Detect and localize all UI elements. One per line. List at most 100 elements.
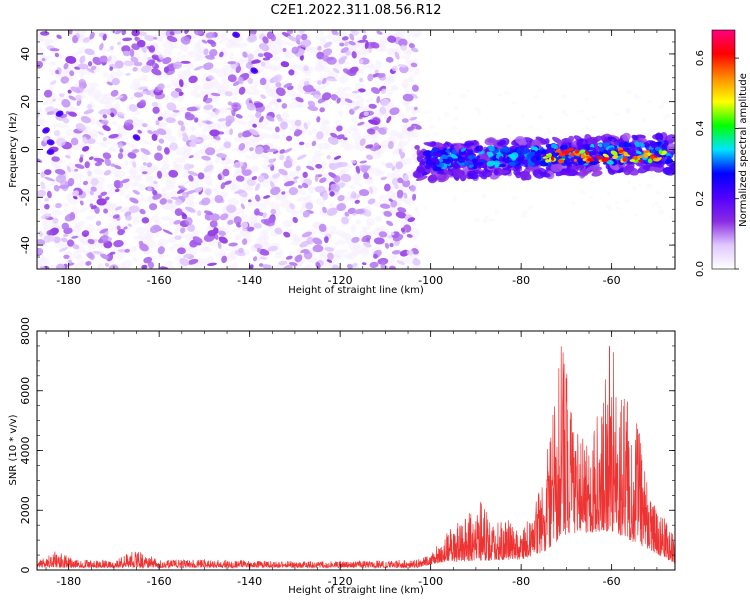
heatmap-cell — [256, 247, 261, 253]
heatmap-cell — [376, 72, 386, 78]
heatmap-cell — [117, 263, 124, 269]
heatmap-cell — [170, 190, 178, 197]
heatmap-cell — [221, 32, 228, 37]
heatmap-cell — [613, 112, 620, 116]
heatmap-cell — [409, 116, 418, 121]
heatmap-cell — [266, 148, 278, 152]
heatmap-cell — [40, 31, 50, 36]
heatmap-cell — [142, 198, 147, 203]
heatmap-cell — [41, 57, 46, 62]
heatmap-cell — [122, 50, 131, 57]
heatmap-cell — [228, 242, 238, 247]
heatmap-cell — [149, 240, 157, 248]
heatmap-cell — [167, 236, 177, 244]
heatmap-cell — [167, 199, 173, 204]
heatmap-cell — [62, 117, 70, 124]
heatmap-cell — [65, 128, 75, 136]
heatmap-cell — [538, 114, 544, 120]
heatmap-cell — [203, 94, 208, 102]
heatmap-cell — [334, 64, 343, 69]
heatmap-cell — [327, 78, 338, 82]
heatmap-cell — [397, 112, 405, 119]
heatmap-cell — [247, 226, 255, 232]
heatmap-cell — [380, 98, 390, 107]
heatmap-cell — [330, 132, 338, 138]
heatmap-cell — [106, 48, 114, 54]
heatmap-cell — [337, 109, 343, 118]
heatmap-cell — [302, 210, 310, 218]
heatmap-cell — [311, 128, 317, 134]
heatmap-cell — [147, 261, 155, 269]
heatmap-cell — [143, 256, 153, 264]
heatmap-cell — [74, 225, 81, 233]
heatmap-cell — [48, 85, 54, 92]
heatmap-cell — [122, 37, 133, 42]
heatmap-cell — [389, 107, 400, 116]
heatmap-cell — [109, 218, 118, 223]
heatmap-cell — [168, 246, 175, 252]
heatmap-cell — [287, 35, 297, 42]
heatmap-cell — [142, 162, 147, 166]
heatmap-cell — [237, 42, 248, 48]
heatmap-cell — [316, 80, 322, 85]
heatmap-cell — [156, 128, 167, 136]
heatmap-cell — [385, 56, 394, 63]
heatmap-cell — [175, 198, 183, 206]
heatmap-cell — [99, 235, 110, 244]
heatmap-cell — [179, 43, 189, 52]
heatmap-cell — [207, 262, 217, 267]
y-tick-label: 20 — [19, 95, 32, 109]
heatmap-cell — [68, 95, 77, 101]
heatmap-cell — [428, 124, 434, 129]
heatmap-cell — [39, 254, 45, 262]
heatmap-cell — [357, 39, 368, 43]
heatmap-cell — [63, 233, 69, 238]
heatmap-cell — [407, 217, 416, 223]
heatmap-cell — [214, 252, 226, 257]
heatmap-cell — [232, 96, 237, 101]
heatmap-cell — [235, 175, 245, 182]
heatmap-cell — [131, 148, 140, 154]
heatmap-cell — [162, 229, 173, 235]
heatmap-cell — [533, 94, 540, 99]
heatmap-cell — [244, 89, 254, 96]
heatmap-cell — [423, 206, 427, 210]
heatmap-cell — [177, 247, 186, 255]
colorbar-tick-label: 0.0 — [695, 261, 706, 277]
heatmap-cell — [506, 124, 513, 129]
heatmap-cell — [493, 169, 499, 176]
heatmap-cell — [72, 190, 80, 197]
heatmap-cell — [173, 219, 181, 225]
heatmap-cell — [48, 150, 53, 154]
heatmap-cell — [209, 220, 218, 228]
heatmap-cell — [141, 171, 148, 175]
heatmap-cell — [164, 95, 170, 101]
heatmap-cell — [274, 252, 284, 259]
heatmap-cell — [359, 77, 364, 83]
heatmap-cell — [415, 175, 428, 181]
heatmap-cell — [37, 158, 43, 163]
heatmap-cell — [293, 129, 303, 137]
heatmap-cell — [218, 236, 228, 244]
heatmap-cell — [615, 206, 623, 210]
heatmap-cell — [655, 190, 662, 196]
heatmap-cell — [651, 204, 655, 208]
heatmap-cell — [96, 198, 107, 206]
heatmap-cell — [260, 61, 266, 67]
heatmap-cell — [188, 75, 198, 84]
heatmap-cell — [349, 33, 355, 41]
heatmap-cell — [365, 97, 373, 103]
heatmap-cell — [571, 201, 576, 206]
heatmap-cell — [179, 106, 187, 112]
heatmap-cell — [81, 145, 90, 152]
heatmap-cell — [399, 132, 408, 139]
heatmap-cell — [224, 91, 233, 97]
heatmap-cell — [130, 245, 137, 253]
heatmap-cell — [396, 260, 405, 265]
heatmap-cell — [567, 135, 575, 143]
heatmap-cell — [55, 137, 66, 147]
heatmap-cell — [140, 148, 151, 155]
heatmap-cell — [102, 152, 112, 160]
heatmap-cell — [160, 190, 168, 199]
